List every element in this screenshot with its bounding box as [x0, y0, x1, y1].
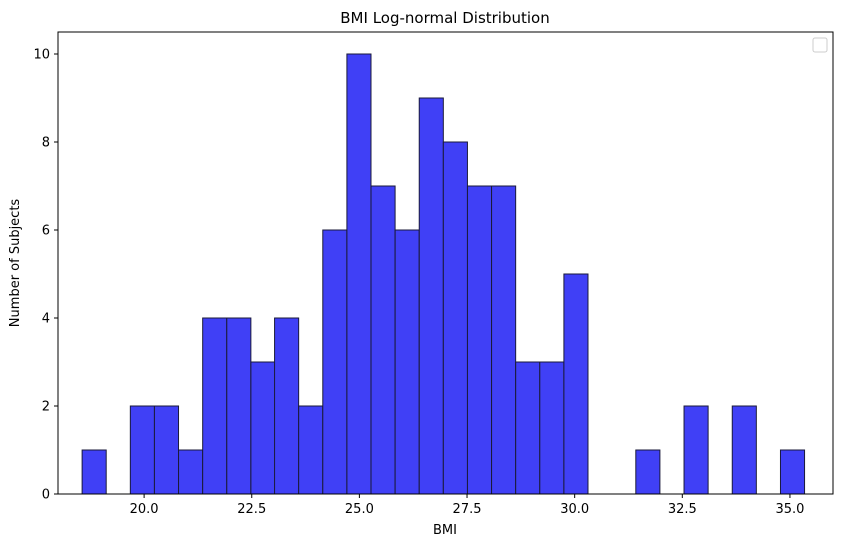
histogram-bar: [418, 97, 444, 495]
histogram-bar: [250, 361, 276, 495]
histogram-bar: [442, 141, 468, 495]
x-tick-label: 25.0: [345, 502, 374, 517]
histogram-bar: [346, 53, 372, 495]
histogram-bar: [274, 317, 300, 495]
histogram-bar: [491, 185, 517, 495]
histogram-bar: [226, 317, 252, 495]
histogram-bar: [322, 229, 348, 495]
histogram-bar: [394, 229, 420, 495]
histogram-bar: [779, 449, 806, 495]
histogram-bar: [515, 361, 541, 495]
bars-layer: [81, 53, 806, 495]
x-axis-label: BMI: [433, 523, 457, 538]
histogram-bar: [466, 185, 493, 495]
plot-frame: [57, 31, 834, 495]
x-tick-label: 32.5: [668, 502, 697, 517]
y-tick-label: 8: [42, 136, 50, 151]
y-axis-label: Number of Subjects: [8, 199, 23, 328]
histogram-bar: [178, 449, 204, 495]
histogram-bar: [81, 449, 107, 495]
x-tick-label: 22.5: [237, 502, 266, 517]
histogram-bar: [153, 405, 180, 495]
histogram-bar: [298, 405, 324, 495]
y-tick-label: 6: [42, 224, 50, 239]
x-tick-label: 35.0: [775, 502, 804, 517]
histogram-bar: [539, 361, 565, 495]
histogram-bar: [370, 185, 396, 495]
histogram-bar: [683, 405, 709, 495]
x-tick-label: 27.5: [453, 502, 482, 517]
legend: [812, 37, 828, 53]
histogram-bar: [731, 405, 757, 495]
histogram-bar: [202, 317, 228, 495]
y-tick-label: 10: [33, 48, 50, 63]
x-tick-label: 30.0: [560, 502, 589, 517]
histogram-bar: [129, 405, 155, 495]
y-tick-label: 2: [42, 400, 50, 415]
histogram-bar: [635, 449, 661, 495]
histogram-bar: [563, 273, 589, 495]
legend-box: [812, 37, 828, 53]
chart-title: BMI Log-normal Distribution: [340, 9, 549, 27]
y-tick-label: 0: [42, 488, 50, 503]
x-axis-ticks: 20.0 22.5 25.0 27.5 30.0 32.5 35.0: [130, 494, 804, 517]
y-axis-ticks: 0 2 4 6 8 10: [33, 48, 58, 503]
x-tick-label: 20.0: [130, 502, 159, 517]
y-tick-label: 4: [42, 312, 50, 327]
